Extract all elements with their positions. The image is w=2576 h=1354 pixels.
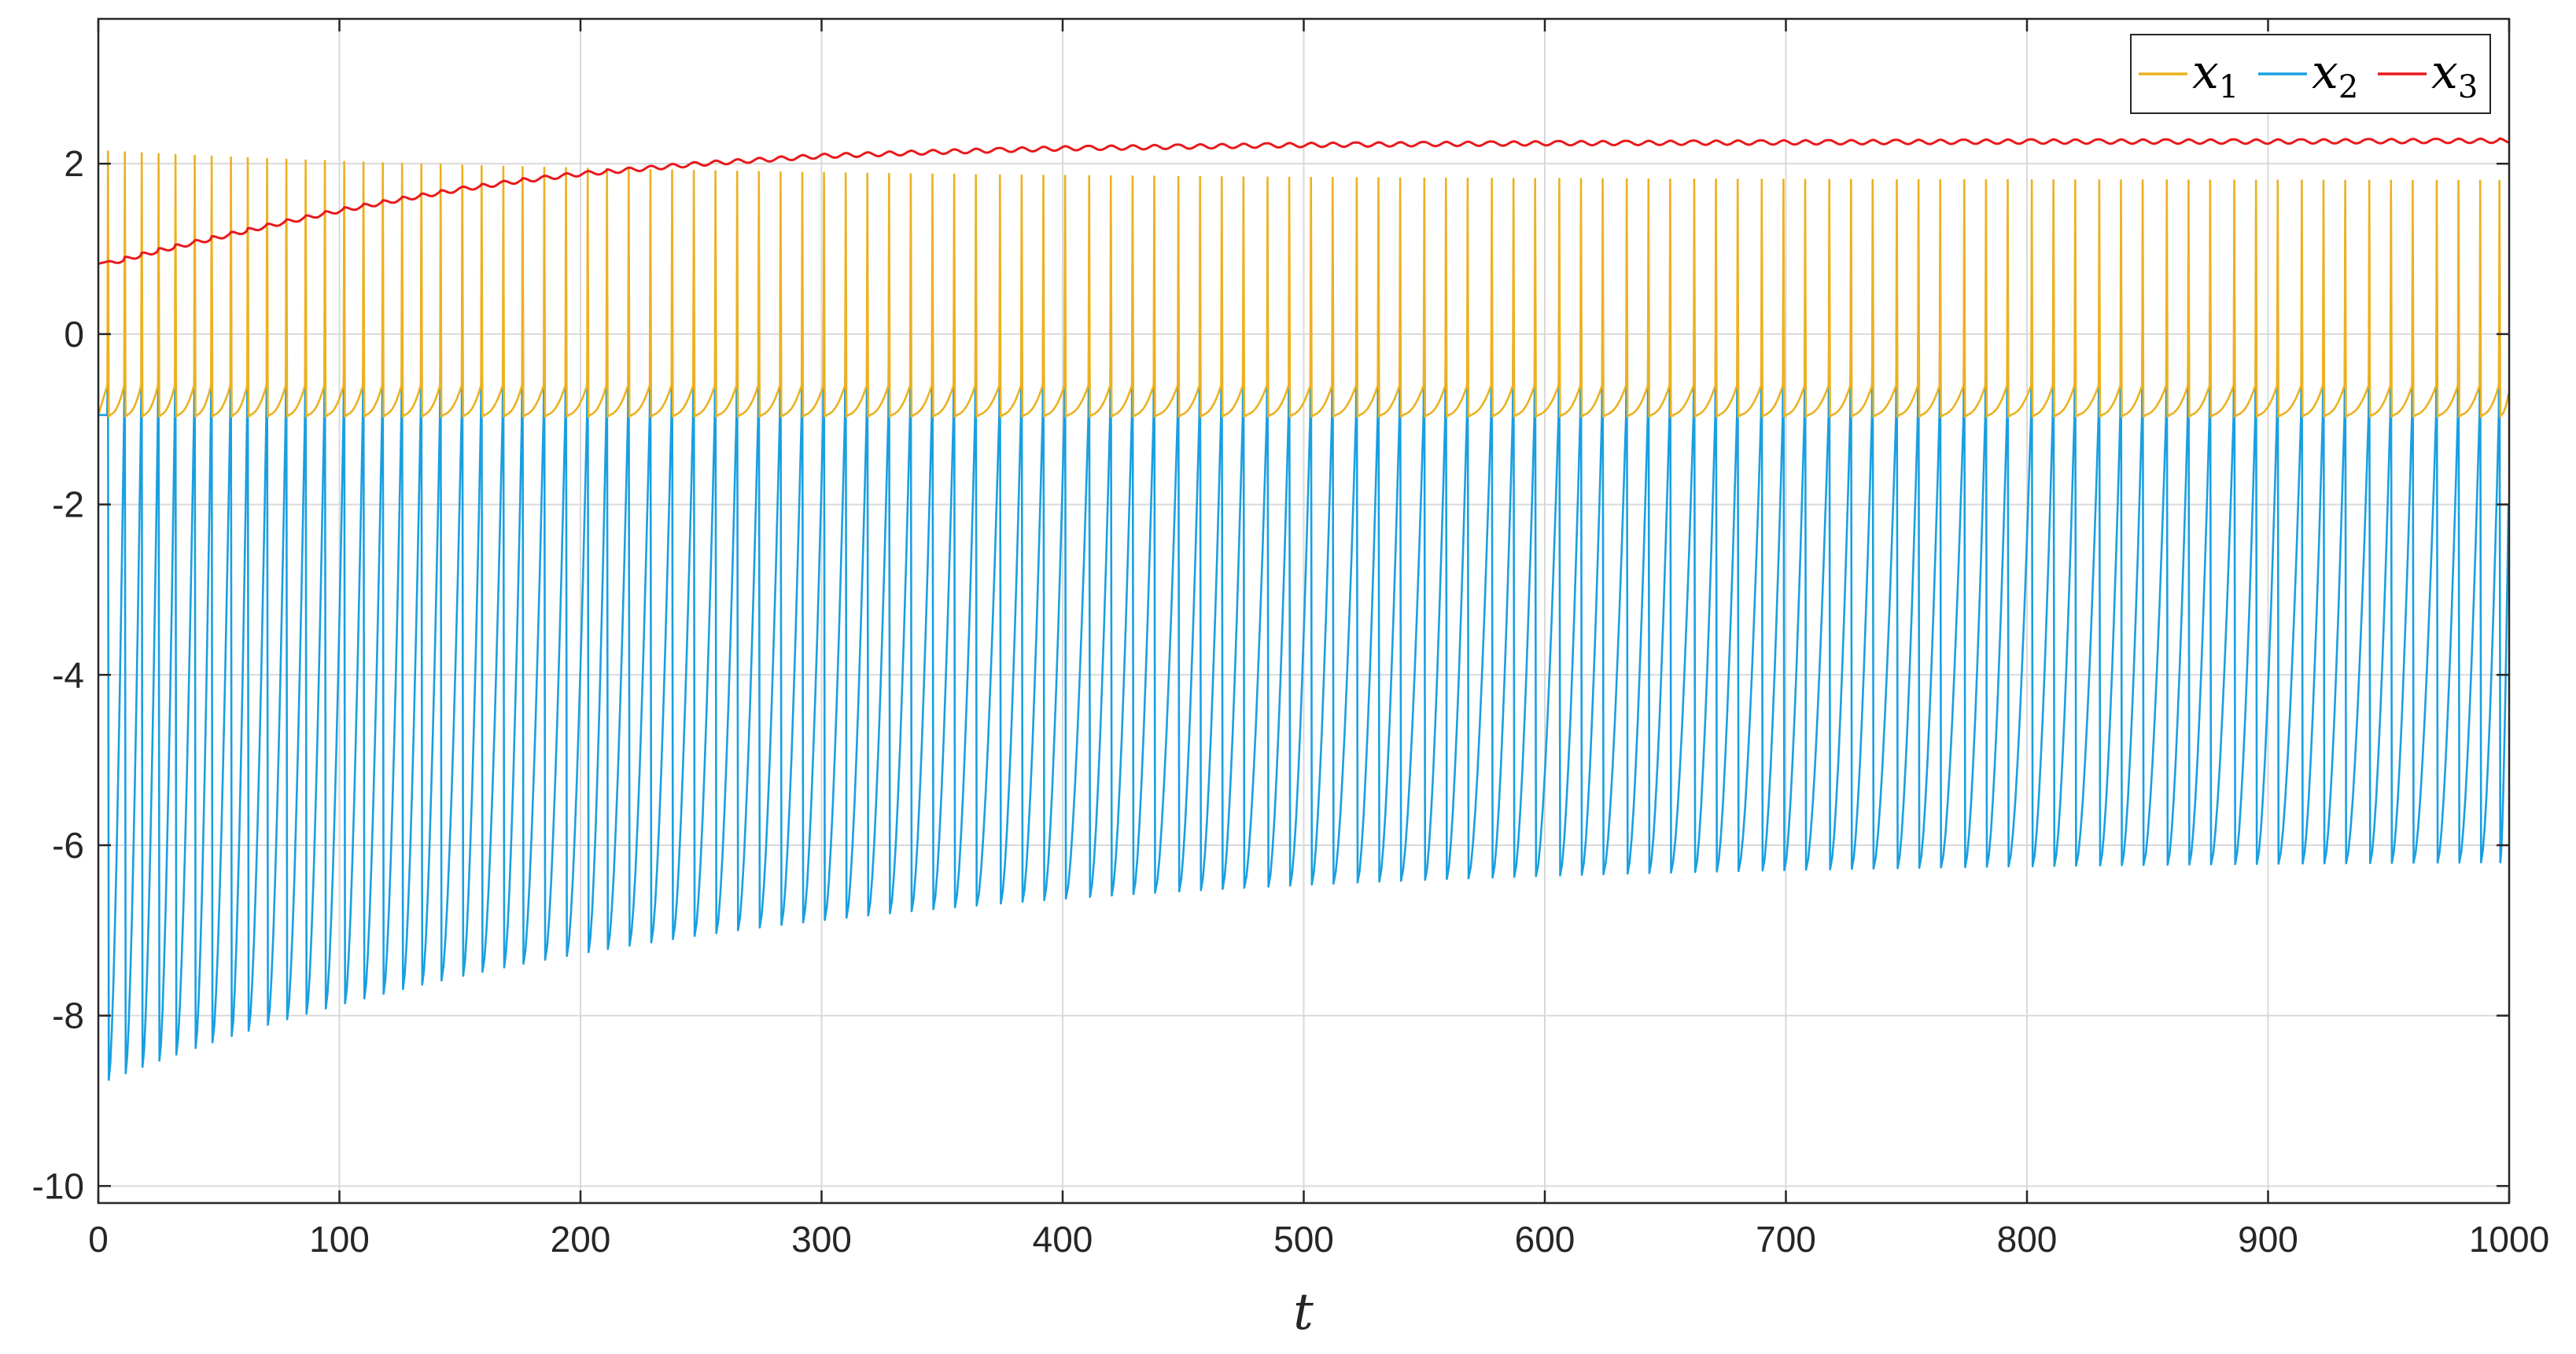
y-tick-label: -8 [52,995,84,1036]
y-tick-label: -2 [52,484,84,525]
x-tick-label: 300 [791,1219,852,1260]
x-tick-labels: 0 100 200 300 400 500 600 700 800 900 1000 [88,1219,2549,1260]
plot-area [98,137,2509,1081]
x-tick-label: 1000 [2469,1219,2549,1260]
series-line-x1 [98,150,2509,418]
x-tick-label: 600 [1515,1219,1575,1260]
series-layer [98,137,2509,1081]
y-tick-label: -4 [52,654,84,695]
axis-ticks [97,19,2511,1203]
x-tick-label: 200 [551,1219,611,1260]
x-tick-label: 400 [1033,1219,1093,1260]
legend-box [2130,34,2491,114]
x-tick-label: 100 [309,1219,370,1260]
y-tick-labels: -10 -8 -6 -4 -2 0 2 [32,143,84,1206]
y-tick-label: 0 [64,314,84,355]
y-tick-label: 2 [64,143,84,184]
series-line-x3 [98,137,2509,265]
legend-label-x3: x3 [2431,45,2478,105]
legend-label-x2: x2 [2312,45,2358,105]
x-tick-label: 700 [1756,1219,1816,1260]
x-tick-label: 900 [2238,1219,2298,1260]
x-tick-label: 500 [1273,1219,1334,1260]
y-tick-label: -6 [52,825,84,866]
x-tick-label: 0 [88,1219,109,1260]
x-tick-label: 800 [1997,1219,2058,1260]
series-line-x2 [98,290,2509,1081]
legend-label-x1: x1 [2192,45,2239,105]
y-tick-label: -10 [32,1165,84,1206]
x-axis-title: t [1293,1283,1314,1341]
legend: x1 x2 x3 [2130,34,2491,114]
